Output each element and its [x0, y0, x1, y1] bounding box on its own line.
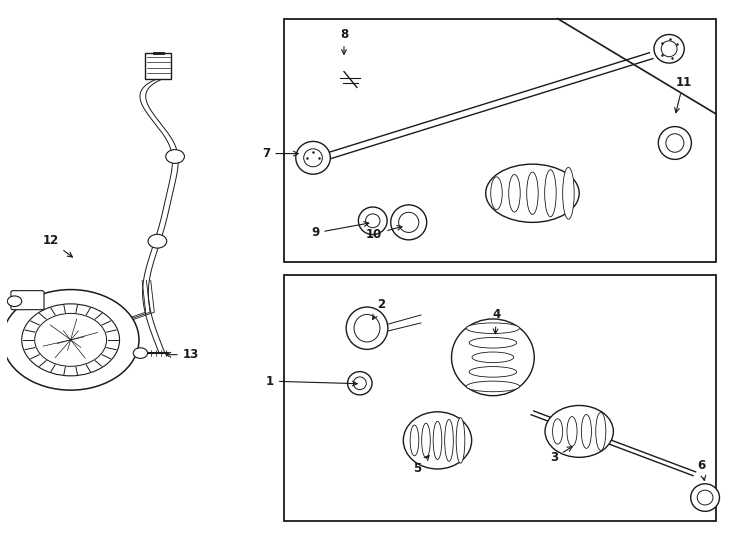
- Ellipse shape: [346, 307, 388, 349]
- Circle shape: [148, 234, 167, 248]
- Circle shape: [34, 313, 106, 366]
- Ellipse shape: [466, 381, 520, 391]
- Ellipse shape: [654, 35, 684, 63]
- Text: 1: 1: [266, 375, 357, 388]
- Ellipse shape: [466, 323, 520, 334]
- Ellipse shape: [697, 490, 713, 505]
- Text: 12: 12: [43, 234, 73, 257]
- Ellipse shape: [348, 372, 372, 395]
- FancyBboxPatch shape: [11, 291, 44, 309]
- Ellipse shape: [451, 319, 534, 396]
- Text: 9: 9: [311, 221, 368, 239]
- Ellipse shape: [353, 377, 366, 389]
- Text: 6: 6: [697, 460, 705, 481]
- FancyBboxPatch shape: [145, 53, 171, 79]
- Ellipse shape: [366, 214, 380, 228]
- Ellipse shape: [304, 149, 322, 167]
- Bar: [284, 18, 716, 262]
- Ellipse shape: [491, 177, 502, 210]
- Ellipse shape: [661, 41, 677, 57]
- Ellipse shape: [509, 174, 520, 212]
- Ellipse shape: [469, 367, 517, 377]
- Text: 11: 11: [675, 76, 691, 113]
- Text: 8: 8: [340, 28, 348, 55]
- Ellipse shape: [691, 484, 719, 511]
- Circle shape: [2, 289, 139, 390]
- Text: 4: 4: [493, 308, 501, 334]
- Text: 7: 7: [262, 147, 298, 160]
- Ellipse shape: [581, 415, 592, 448]
- Ellipse shape: [567, 416, 577, 446]
- Ellipse shape: [354, 314, 380, 342]
- Ellipse shape: [545, 170, 556, 217]
- Ellipse shape: [358, 207, 387, 234]
- Ellipse shape: [445, 420, 454, 461]
- Ellipse shape: [457, 417, 465, 463]
- Text: 5: 5: [413, 456, 429, 475]
- Bar: [284, 275, 716, 522]
- Ellipse shape: [553, 418, 563, 444]
- Text: 3: 3: [550, 447, 573, 464]
- Ellipse shape: [390, 205, 426, 240]
- Ellipse shape: [403, 412, 472, 469]
- Ellipse shape: [433, 421, 442, 460]
- Ellipse shape: [399, 212, 419, 232]
- Ellipse shape: [421, 423, 430, 457]
- Ellipse shape: [469, 338, 517, 348]
- Ellipse shape: [296, 141, 330, 174]
- Ellipse shape: [410, 425, 419, 456]
- Text: 2: 2: [373, 298, 385, 320]
- Text: 10: 10: [366, 226, 402, 240]
- Ellipse shape: [527, 172, 538, 214]
- Text: 13: 13: [166, 348, 199, 361]
- Circle shape: [166, 150, 184, 164]
- Ellipse shape: [472, 352, 514, 363]
- Circle shape: [7, 296, 22, 307]
- Circle shape: [22, 304, 120, 376]
- Ellipse shape: [596, 413, 606, 450]
- Ellipse shape: [545, 406, 614, 457]
- Ellipse shape: [666, 134, 684, 152]
- Ellipse shape: [563, 167, 574, 219]
- Ellipse shape: [658, 126, 691, 159]
- Ellipse shape: [486, 164, 579, 222]
- Circle shape: [134, 348, 148, 359]
